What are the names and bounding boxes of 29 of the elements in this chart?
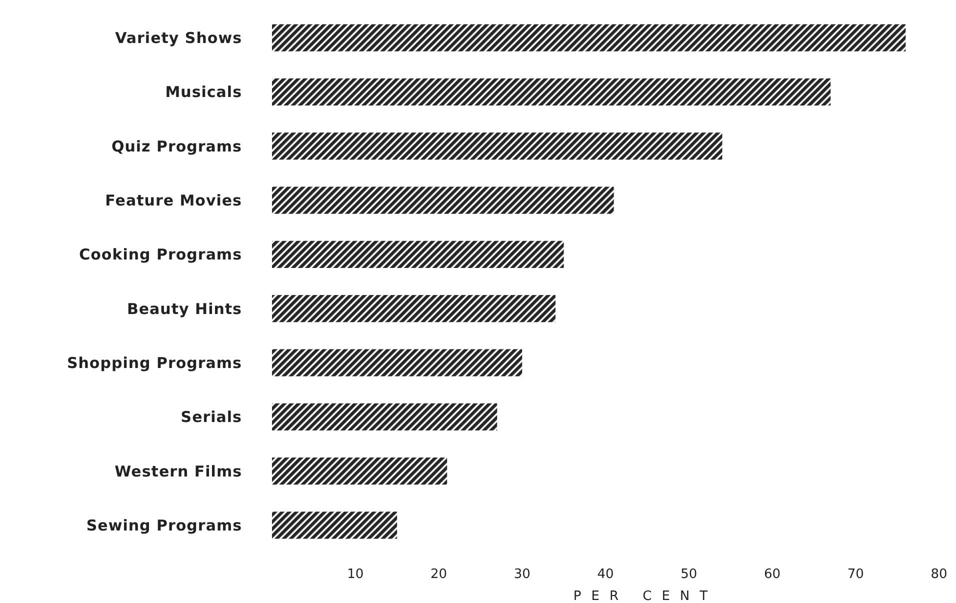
- bar: [272, 512, 398, 539]
- x-tick-label: 40: [597, 567, 614, 582]
- bar: [272, 78, 831, 106]
- y-tick-label: Western Films: [114, 462, 242, 480]
- bar: [272, 186, 614, 214]
- bar: [272, 295, 556, 322]
- x-tick-label: 10: [347, 567, 364, 582]
- y-tick-label: Cooking Programs: [79, 246, 242, 264]
- bar: [272, 240, 564, 268]
- x-tick-label: 30: [514, 567, 530, 582]
- bar: [272, 24, 906, 52]
- y-tick-label: Sewing Programs: [86, 516, 242, 534]
- y-tick-label: Serials: [180, 408, 242, 426]
- x-axis-title: PER CENT: [573, 589, 718, 603]
- x-tick-label: 60: [764, 567, 781, 582]
- bar: [272, 349, 522, 376]
- bar: [272, 458, 448, 485]
- x-tick-label: 80: [930, 567, 948, 582]
- y-tick-label: Musicals: [165, 83, 242, 102]
- x-tick-label: 50: [680, 567, 698, 582]
- x-tick-label: 20: [430, 567, 448, 582]
- y-tick-label: Beauty Hints: [126, 300, 242, 318]
- y-tick-label: Feature Movies: [105, 192, 242, 210]
- y-tick-label: Shopping Programs: [66, 354, 242, 372]
- bar: [272, 403, 498, 430]
- y-tick-label: Quiz Programs: [111, 137, 242, 156]
- bar: [272, 132, 722, 160]
- x-tick-label: 70: [847, 567, 864, 582]
- y-tick-label: Variety Shows: [115, 29, 242, 48]
